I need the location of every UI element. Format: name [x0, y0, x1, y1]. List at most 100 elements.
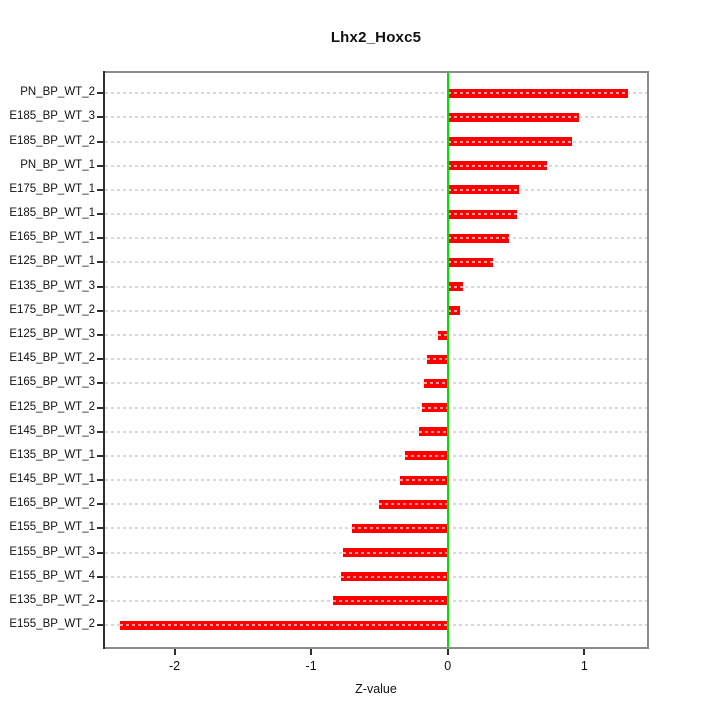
bar: [119, 620, 448, 630]
x-axis-title: Z-value: [355, 682, 397, 696]
y-tick: [97, 334, 103, 336]
y-axis-label: PN_BP_WT_1: [20, 158, 95, 171]
bar: [399, 475, 448, 485]
bar: [424, 378, 448, 388]
y-tick: [97, 261, 103, 264]
y-axis-label: E185_BP_WT_3: [9, 110, 95, 123]
grid-line: [105, 213, 647, 216]
y-axis-label: E145_BP_WT_3: [9, 424, 95, 437]
y-tick: [97, 430, 103, 433]
y-axis-label: E125_BP_WT_1: [9, 255, 95, 268]
grid-line: [105, 140, 647, 143]
bar-inner-dash: [447, 309, 460, 312]
bar: [421, 403, 448, 412]
y-axis-label: E125_BP_WT_2: [9, 400, 95, 413]
y-tick: [97, 503, 103, 506]
y-axis-label: E145_BP_WT_2: [9, 352, 95, 365]
bar-inner-dash: [421, 406, 448, 409]
grid-line: [105, 334, 647, 336]
grid-line: [105, 503, 647, 506]
y-tick: [97, 406, 103, 409]
bar: [447, 88, 628, 98]
bar: [447, 233, 510, 243]
y-tick: [97, 454, 103, 457]
y-axis-label: E155_BP_WT_4: [9, 569, 95, 582]
y-axis-line: [103, 71, 105, 649]
y-axis-label: E135_BP_WT_1: [9, 448, 95, 461]
y-axis-label: E165_BP_WT_3: [9, 376, 95, 389]
grid-line: [105, 237, 647, 240]
y-axis-label: E145_BP_WT_1: [9, 473, 95, 486]
y-axis-label: E155_BP_WT_2: [9, 618, 95, 631]
bar: [352, 523, 448, 533]
bar: [447, 112, 579, 122]
bar: [447, 306, 460, 316]
bar: [405, 451, 448, 461]
bar: [447, 209, 518, 219]
y-tick: [97, 599, 103, 602]
bar: [447, 257, 493, 267]
bar: [332, 596, 448, 606]
bar-inner-dash: [447, 213, 518, 216]
bar: [447, 282, 463, 292]
bar-inner-dash: [332, 599, 448, 602]
y-tick: [97, 116, 103, 119]
bar: [342, 548, 448, 558]
y-axis-label: E155_BP_WT_3: [9, 545, 95, 558]
bar: [447, 185, 519, 195]
x-tick-label: 1: [580, 659, 588, 673]
bar: [447, 137, 572, 147]
x-tick: [446, 649, 449, 655]
grid-line: [105, 261, 647, 264]
bar-inner-dash: [405, 454, 448, 457]
x-tick: [583, 649, 586, 655]
bar-inner-dash: [341, 575, 448, 578]
x-tick: [173, 649, 176, 655]
bar-inner-dash: [447, 164, 548, 167]
grid-line: [105, 285, 647, 288]
bar-inner-dash: [379, 503, 448, 506]
y-tick: [97, 309, 103, 312]
x-tick-label: -1: [305, 659, 317, 673]
bar-inner-dash: [447, 92, 628, 95]
bar-inner-dash: [399, 479, 448, 482]
y-tick: [97, 479, 103, 482]
bar: [379, 499, 448, 509]
y-tick: [97, 624, 103, 627]
chart-title: Lhx2_Hoxc5: [330, 29, 422, 46]
bar-inner-dash: [447, 116, 579, 119]
grid-line: [105, 454, 647, 457]
bar-inner-dash: [447, 188, 519, 191]
y-tick: [97, 358, 103, 361]
y-tick: [97, 285, 103, 288]
grid-line: [105, 479, 647, 482]
bar-inner-dash: [447, 237, 510, 240]
y-tick: [97, 575, 103, 578]
zero-line: [446, 73, 449, 647]
y-axis-label: E125_BP_WT_3: [9, 328, 95, 340]
y-axis-label: PN_BP_WT_2: [20, 86, 95, 99]
y-tick: [97, 213, 103, 216]
grid-line: [105, 92, 647, 95]
y-tick: [97, 92, 103, 95]
y-tick: [97, 188, 103, 191]
grid-line: [105, 188, 647, 191]
y-axis-label: E175_BP_WT_1: [9, 182, 95, 195]
bar: [447, 161, 548, 171]
grid-line: [105, 382, 647, 385]
x-tick: [310, 649, 313, 655]
bar: [341, 572, 448, 582]
grid-line: [105, 430, 647, 433]
y-axis-label: E135_BP_WT_3: [9, 279, 95, 292]
grid-line: [105, 309, 647, 312]
bar-inner-dash: [438, 334, 448, 336]
bar-inner-dash: [119, 624, 448, 627]
bar-inner-dash: [447, 261, 493, 264]
bar-inner-dash: [424, 382, 448, 385]
plot-area: [103, 71, 649, 649]
bar-inner-dash: [447, 285, 463, 288]
bar-inner-dash: [352, 527, 448, 530]
x-tick-label: 0: [444, 659, 452, 673]
y-tick: [97, 140, 103, 143]
